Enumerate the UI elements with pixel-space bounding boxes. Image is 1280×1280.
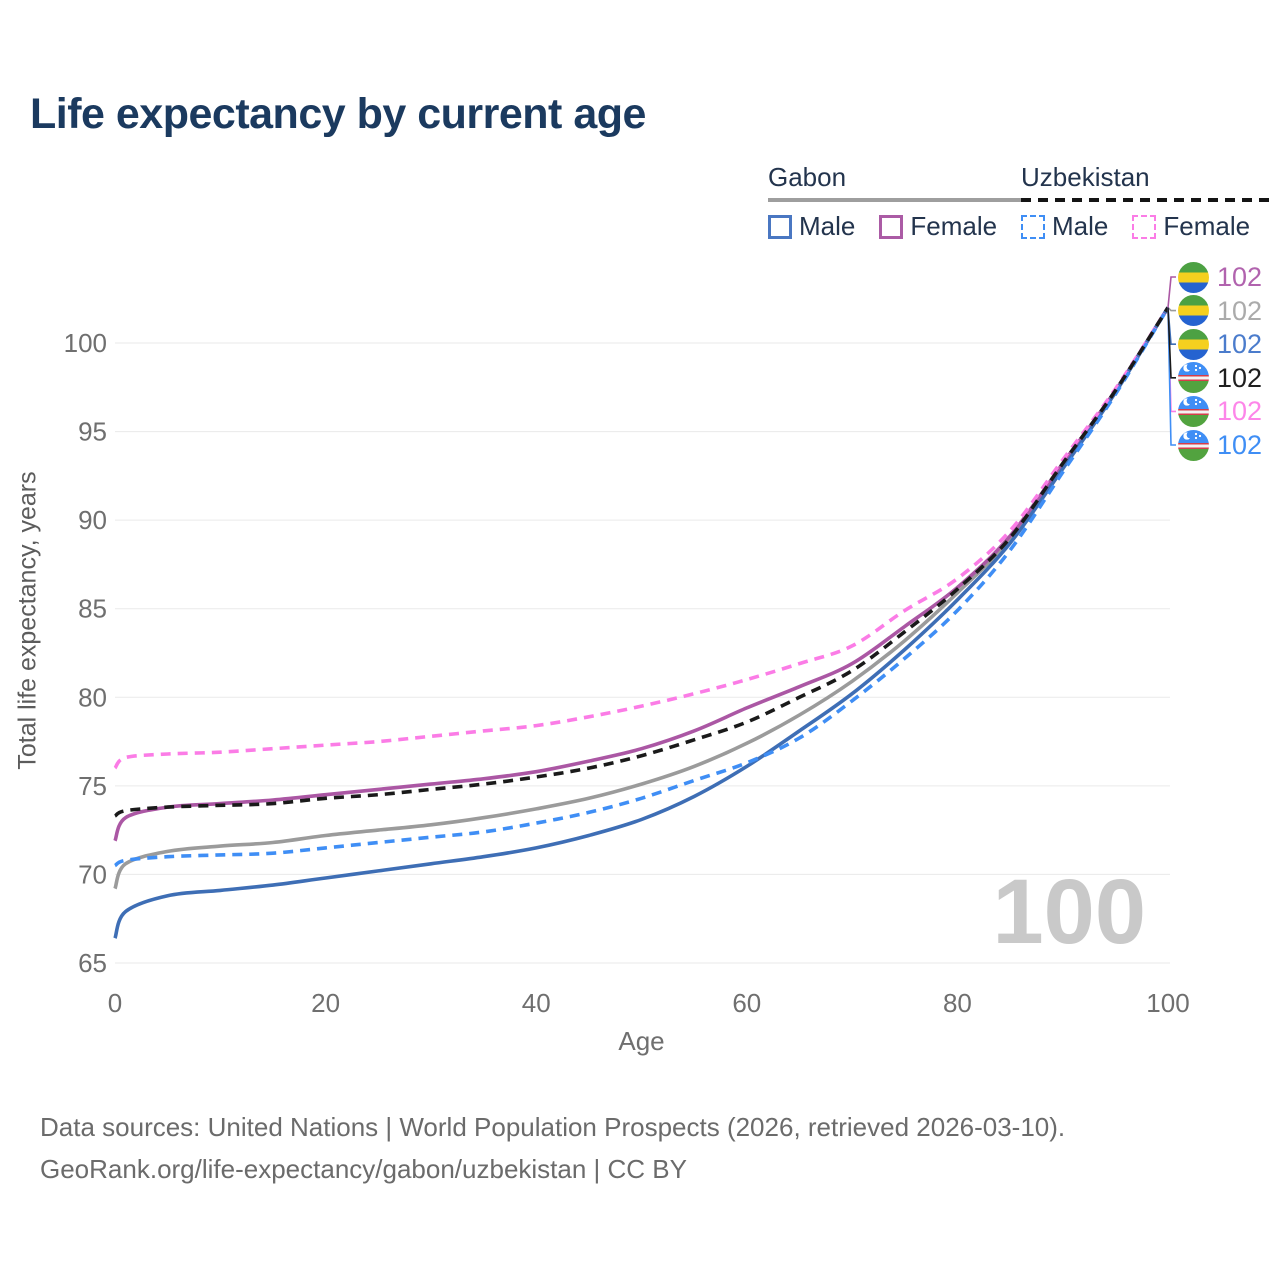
end-value-row: 102 <box>1178 428 1262 462</box>
uzbekistan-flag-icon <box>1178 362 1209 394</box>
leader-line-gabon-total <box>1167 307 1176 312</box>
uzbekistan-line-style-swatch <box>1021 198 1275 202</box>
end-value-row: 102 <box>1178 260 1262 294</box>
leader-line-gabon-female <box>1167 276 1176 308</box>
y-tick-label: 95 <box>78 417 107 447</box>
series-line-gabon-male <box>113 306 1170 939</box>
x-tick-label: 100 <box>1146 988 1189 1018</box>
footer-link: GeoRank.org/life-expectancy/gabon/uzbeki… <box>40 1154 687 1185</box>
uzbekistan-flag-icon <box>1178 395 1209 427</box>
page-title: Life expectancy by current age <box>30 90 646 138</box>
x-tick-label: 80 <box>943 988 972 1018</box>
end-value-label: 102 <box>1217 430 1263 460</box>
series-line-uzbekistan-total <box>113 306 1170 818</box>
x-tick-label: 20 <box>311 988 340 1018</box>
x-axis-title: Age <box>618 1026 665 1056</box>
end-value-row: 102 <box>1178 294 1262 328</box>
end-value-row: 102 <box>1178 327 1262 361</box>
series-line-gabon-total <box>113 306 1170 890</box>
series-line-uzbekistan-female <box>113 306 1170 770</box>
uzbekistan-female-label[interactable]: Female <box>1163 211 1251 241</box>
y-tick-label: 90 <box>78 505 107 535</box>
y-axis-title: Total life expectancy, years <box>13 471 42 770</box>
gabon-flag-icon <box>1178 295 1209 327</box>
series-line-gabon-female <box>113 306 1170 842</box>
uzbekistan-female-swatch[interactable] <box>1132 214 1157 239</box>
y-tick-label: 65 <box>78 948 107 978</box>
gabon-line-style-swatch <box>768 198 1022 202</box>
gabon-flag-icon <box>1178 261 1209 293</box>
y-tick-label: 80 <box>78 682 107 712</box>
footer: Data sources: United Nations | World Pop… <box>40 1106 1065 1190</box>
end-value-row: 102 <box>1178 394 1262 428</box>
x-tick-label: 0 <box>108 988 122 1018</box>
uzbekistan-male-swatch[interactable] <box>1021 214 1045 239</box>
uzbekistan-male-label[interactable]: Male <box>1052 211 1109 241</box>
gabon-female-label[interactable]: Female <box>910 211 998 241</box>
line-chart: 65 70 75 80 85 90 95 100 0 20 40 60 80 100 <box>64 276 1190 1018</box>
legend-group-gabon: Gabon Male Female <box>768 162 1022 242</box>
series-line-uzbekistan-male <box>113 306 1170 868</box>
end-value-label: 102 <box>1217 362 1263 393</box>
legend-group-uzbekistan: Uzbekistan Male Female <box>1021 162 1275 242</box>
x-tick-label: 60 <box>732 988 761 1018</box>
gabon-female-swatch[interactable] <box>879 214 904 239</box>
end-value-label: 102 <box>1217 329 1263 360</box>
leader-line-uzbekistan-male <box>1167 307 1176 446</box>
legend-country-gabon[interactable]: Gabon <box>768 162 847 192</box>
footer-sources: Data sources: United Nations | World Pop… <box>40 1112 1066 1142</box>
legend-country-uzbekistan[interactable]: Uzbekistan <box>1021 162 1150 192</box>
y-tick-label: 85 <box>78 594 107 624</box>
y-tick-label: 100 <box>64 328 107 358</box>
gabon-male-swatch[interactable] <box>768 214 792 239</box>
leader-line-uzbekistan-total <box>1167 307 1176 379</box>
end-value-label: 102 <box>1217 262 1263 292</box>
end-value-label: 102 <box>1217 295 1263 326</box>
age-counter-watermark: 100 <box>992 861 1147 963</box>
end-value-row: 102 <box>1178 361 1262 395</box>
gabon-male-label[interactable]: Male <box>799 211 856 241</box>
gabon-flag-icon <box>1178 328 1209 360</box>
x-tick-label: 40 <box>522 988 551 1018</box>
y-tick-label: 70 <box>78 859 107 889</box>
end-value-label: 102 <box>1217 396 1263 427</box>
y-tick-label: 75 <box>78 771 107 801</box>
uzbekistan-flag-icon <box>1178 429 1209 461</box>
